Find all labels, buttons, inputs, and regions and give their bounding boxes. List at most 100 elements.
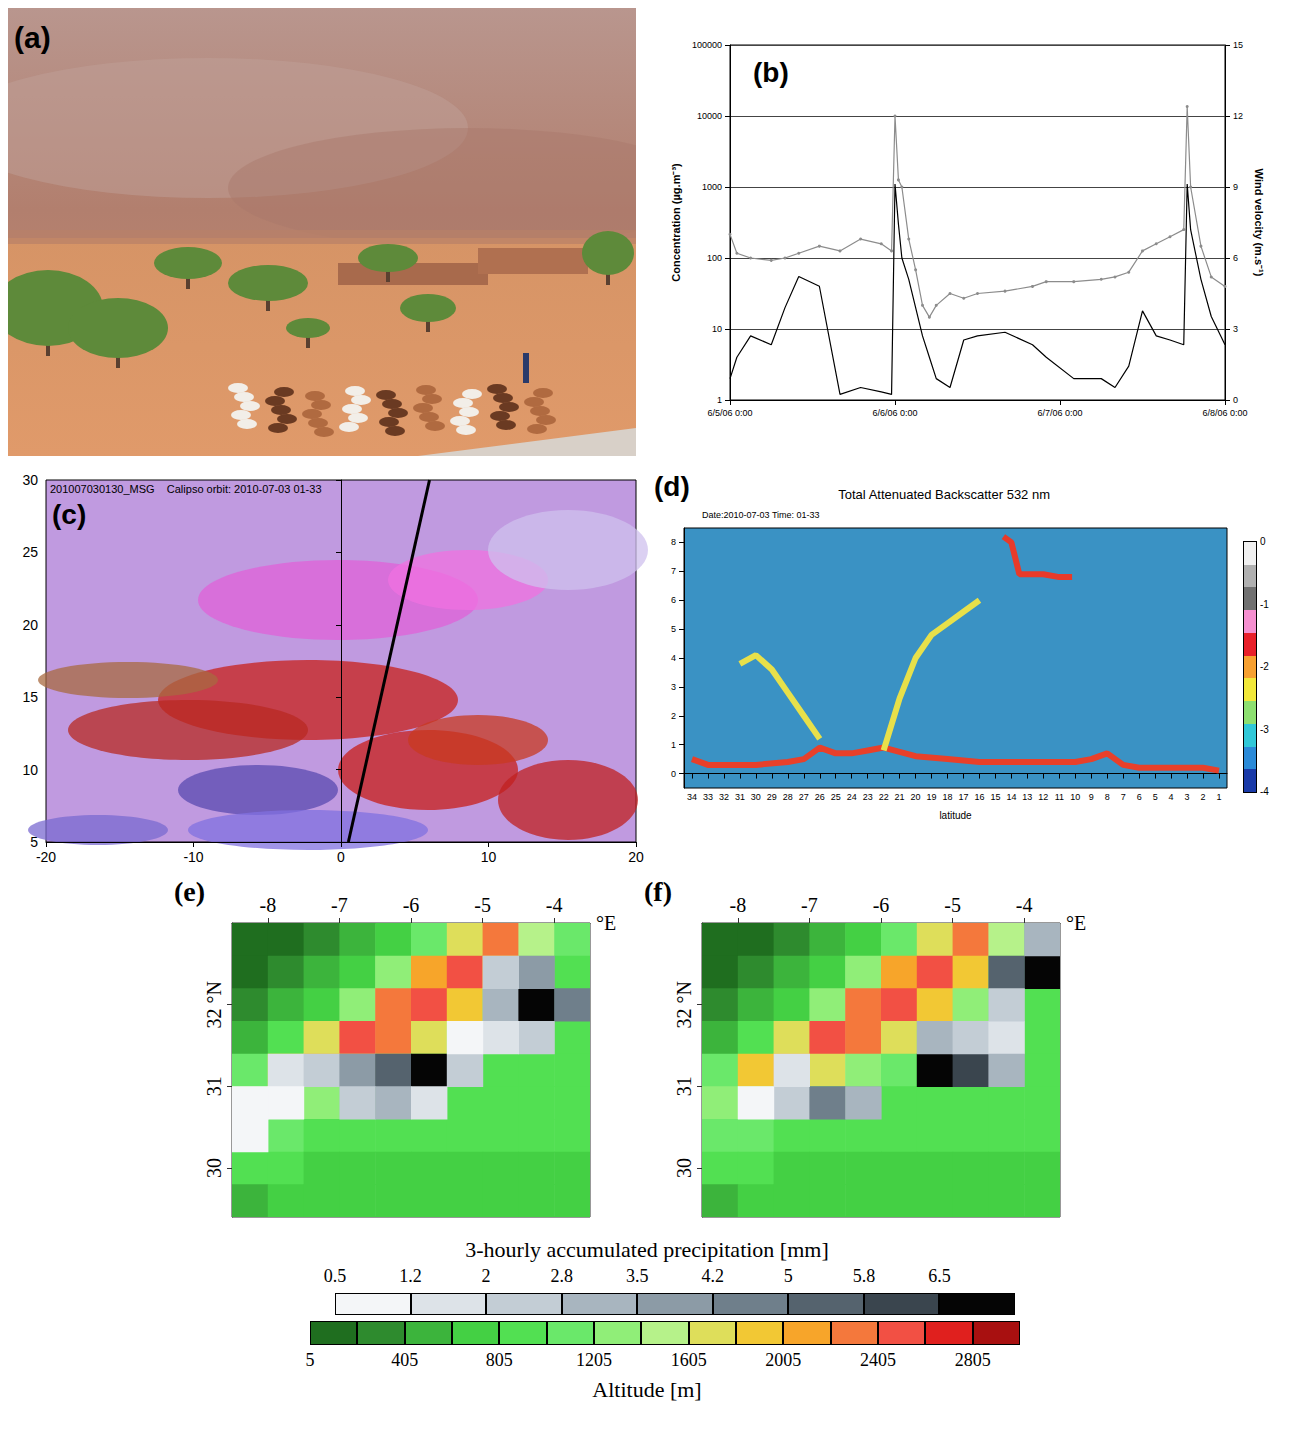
svg-text:7: 7 — [671, 566, 676, 576]
svg-text:-7: -7 — [331, 894, 348, 916]
svg-text:11: 11 — [1055, 792, 1064, 802]
svg-text:9: 9 — [1233, 182, 1238, 192]
svg-text:15: 15 — [22, 689, 38, 705]
svg-text:-5: -5 — [944, 894, 961, 916]
svg-text:-8: -8 — [729, 894, 746, 916]
svg-text:30: 30 — [673, 1158, 695, 1178]
svg-text:2: 2 — [1201, 792, 1206, 802]
svg-text:-4: -4 — [1016, 894, 1033, 916]
svg-text:6/5/06 0:00: 6/5/06 0:00 — [707, 408, 752, 418]
svg-text:100: 100 — [707, 253, 722, 263]
svg-text:°E: °E — [596, 912, 616, 934]
svg-text:(c): (c) — [52, 499, 86, 530]
svg-text:Date:2010-07-03 Time: 01-33: Date:2010-07-03 Time: 01-33 — [702, 510, 820, 520]
svg-text:(b): (b) — [753, 57, 789, 88]
svg-text:6/8/06 0:00: 6/8/06 0:00 — [1202, 408, 1247, 418]
svg-text:20: 20 — [911, 792, 921, 802]
svg-text:1000: 1000 — [702, 182, 722, 192]
svg-text:30: 30 — [751, 792, 761, 802]
svg-text:-5: -5 — [474, 894, 491, 916]
svg-text:-6: -6 — [403, 894, 420, 916]
svg-text:3: 3 — [1233, 324, 1238, 334]
svg-text:30: 30 — [203, 1158, 225, 1178]
svg-text:24: 24 — [847, 792, 857, 802]
svg-text:5: 5 — [1153, 792, 1158, 802]
svg-text:8: 8 — [671, 537, 676, 547]
svg-text:5: 5 — [671, 624, 676, 634]
svg-text:32: 32 — [719, 792, 729, 802]
svg-text:Wind velocity (m.s⁻¹): Wind velocity (m.s⁻¹) — [1253, 169, 1265, 277]
svg-text:(e): (e) — [174, 876, 205, 907]
svg-text:19: 19 — [927, 792, 937, 802]
svg-text:(a): (a) — [14, 21, 51, 54]
svg-text:33: 33 — [703, 792, 713, 802]
svg-text:2: 2 — [671, 711, 676, 721]
svg-text:31: 31 — [673, 1076, 695, 1096]
svg-text:25: 25 — [22, 544, 38, 560]
svg-text:201007030130_MSG Calipso or: 201007030130_MSG Calipso orbit: 2010-07-… — [50, 483, 322, 495]
svg-text:12: 12 — [1038, 792, 1048, 802]
svg-text:10: 10 — [712, 324, 722, 334]
svg-text:20: 20 — [628, 849, 644, 865]
svg-text:9: 9 — [1089, 792, 1094, 802]
svg-text:0: 0 — [671, 769, 676, 779]
svg-text:15: 15 — [1233, 40, 1243, 50]
svg-text:20: 20 — [22, 617, 38, 633]
svg-text:1: 1 — [717, 395, 722, 405]
svg-text:15: 15 — [990, 792, 1000, 802]
svg-text:-10: -10 — [183, 849, 203, 865]
svg-text:10: 10 — [22, 762, 38, 778]
svg-text:(f): (f) — [644, 876, 672, 907]
svg-text:26: 26 — [815, 792, 825, 802]
svg-text:1: 1 — [671, 740, 676, 750]
svg-text:(d): (d) — [654, 471, 690, 502]
svg-text:10000: 10000 — [697, 111, 722, 121]
svg-text:32 °N: 32 °N — [673, 981, 695, 1028]
svg-text:4: 4 — [1169, 792, 1174, 802]
svg-text:22: 22 — [879, 792, 889, 802]
svg-text:32 °N: 32 °N — [203, 981, 225, 1028]
svg-text:0: 0 — [1233, 395, 1238, 405]
svg-text:°E: °E — [1066, 912, 1086, 934]
svg-text:1: 1 — [1217, 792, 1222, 802]
svg-text:6/7/06 0:00: 6/7/06 0:00 — [1037, 408, 1082, 418]
svg-text:17: 17 — [958, 792, 968, 802]
svg-text:5: 5 — [30, 834, 38, 850]
svg-text:-4: -4 — [546, 894, 563, 916]
svg-text:34: 34 — [687, 792, 697, 802]
svg-text:10: 10 — [1070, 792, 1080, 802]
svg-text:10: 10 — [481, 849, 497, 865]
svg-text:31: 31 — [735, 792, 745, 802]
svg-text:6/6/06 0:00: 6/6/06 0:00 — [872, 408, 917, 418]
svg-text:100000: 100000 — [692, 40, 722, 50]
svg-text:-6: -6 — [873, 894, 890, 916]
svg-text:0: 0 — [337, 849, 345, 865]
svg-text:Total Attenuated Backscatter 5: Total Attenuated Backscatter 532 nm — [838, 487, 1050, 502]
svg-text:8: 8 — [1105, 792, 1110, 802]
svg-text:28: 28 — [783, 792, 793, 802]
svg-text:3: 3 — [671, 682, 676, 692]
svg-text:31: 31 — [203, 1076, 225, 1096]
svg-text:-7: -7 — [801, 894, 818, 916]
svg-text:Concentration (µg.m⁻³): Concentration (µg.m⁻³) — [670, 163, 682, 282]
svg-text:12: 12 — [1233, 111, 1243, 121]
svg-text:21: 21 — [895, 792, 905, 802]
svg-text:-20: -20 — [36, 849, 56, 865]
svg-text:latitude: latitude — [939, 810, 972, 821]
svg-text:23: 23 — [863, 792, 873, 802]
svg-text:29: 29 — [767, 792, 777, 802]
svg-text:25: 25 — [831, 792, 841, 802]
svg-text:27: 27 — [799, 792, 809, 802]
svg-text:7: 7 — [1121, 792, 1126, 802]
svg-text:14: 14 — [1006, 792, 1016, 802]
svg-text:13: 13 — [1022, 792, 1032, 802]
svg-text:4: 4 — [671, 653, 676, 663]
svg-text:6: 6 — [1137, 792, 1142, 802]
svg-text:6: 6 — [671, 595, 676, 605]
svg-text:30: 30 — [22, 472, 38, 488]
svg-text:18: 18 — [943, 792, 953, 802]
svg-text:3: 3 — [1185, 792, 1190, 802]
svg-text:6: 6 — [1233, 253, 1238, 263]
svg-text:-8: -8 — [259, 894, 276, 916]
svg-text:16: 16 — [974, 792, 984, 802]
